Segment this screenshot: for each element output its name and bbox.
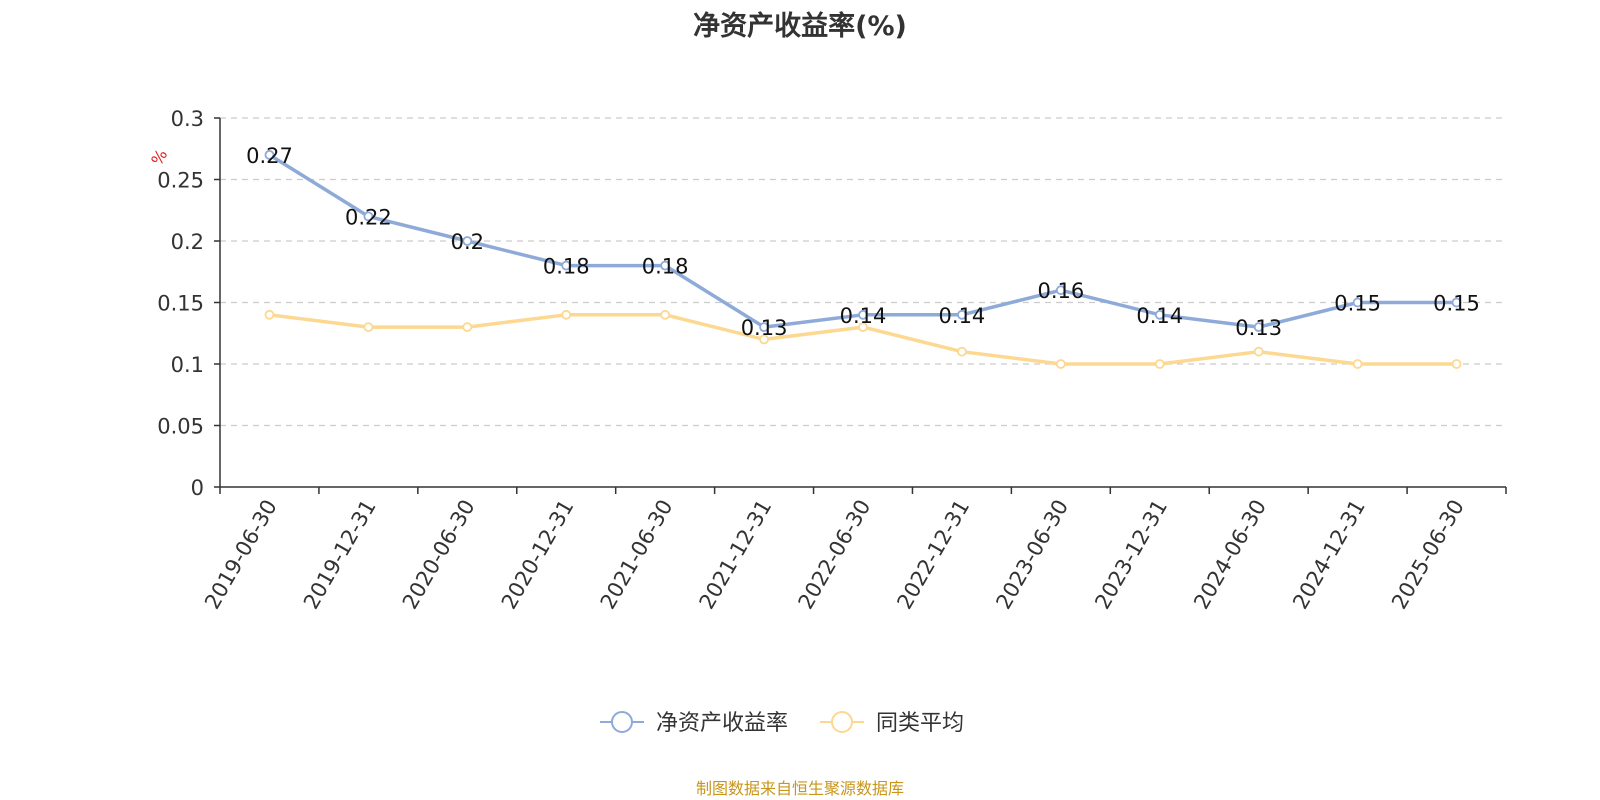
data-label: 0.18 <box>642 255 689 279</box>
x-tick-label: 2023-06-30 <box>991 496 1073 614</box>
legend: 净资产收益率 同类平均 <box>600 711 964 736</box>
y-tick-label: 0.1 <box>171 353 204 377</box>
data-point <box>1451 297 1462 308</box>
legend-label: 净资产收益率 <box>656 711 788 736</box>
y-tick-label: 0 <box>191 476 204 500</box>
data-point <box>1253 322 1264 333</box>
x-tick-label: 2024-12-31 <box>1288 496 1370 614</box>
legend-marker-icon <box>611 711 633 733</box>
data-label: 0.14 <box>939 304 986 328</box>
source-note: 制图数据来自恒生聚源数据库 <box>695 779 904 798</box>
series <box>264 149 1462 369</box>
data-point <box>759 322 769 333</box>
x-tick-label: 2019-06-30 <box>200 496 282 614</box>
data-point <box>957 309 967 320</box>
data-point <box>660 260 671 271</box>
data-point <box>561 260 572 271</box>
x-tick-label: 2025-06-30 <box>1387 496 1469 614</box>
data-label: 0.22 <box>345 205 392 229</box>
x-tick-label: 2019-12-31 <box>299 496 381 614</box>
data-point <box>858 309 868 320</box>
data-point <box>1154 309 1165 320</box>
x-tick-label: 2024-06-30 <box>1189 496 1271 614</box>
data-point <box>1451 359 1462 369</box>
y-tick-label: 0.2 <box>171 230 204 254</box>
y-tick-label: 0.25 <box>157 169 204 193</box>
legend-label: 同类平均 <box>876 711 964 736</box>
data-point <box>264 309 275 320</box>
data-point <box>264 149 275 160</box>
data-point <box>462 322 473 333</box>
data-label: 0.14 <box>840 304 887 328</box>
legend-marker-icon <box>831 711 853 733</box>
axes: 0 0.05 0.1 0.15 0.2 0.25 0.3% 2019-06-30 2019-12… <box>147 107 1507 614</box>
data-point <box>462 236 473 246</box>
data-point <box>858 322 868 333</box>
y-tick-label: 0.05 <box>157 415 204 439</box>
data-point <box>957 346 967 357</box>
data-label: 0.13 <box>741 316 788 340</box>
x-tick-label: 2020-12-31 <box>497 496 579 614</box>
data-label: 0.2 <box>451 230 484 254</box>
data-point <box>1352 297 1363 308</box>
data-label: 0.27 <box>246 144 293 168</box>
data-label: 0.15 <box>1334 292 1381 316</box>
x-tick-label: 2022-06-30 <box>794 496 876 614</box>
y-tick-label: 0.3 <box>171 107 204 131</box>
data-label: 0.15 <box>1433 292 1480 316</box>
chart-title: 净资产收益率(%) <box>693 11 907 42</box>
data-point <box>1055 359 1066 369</box>
grid-lines <box>220 117 1506 427</box>
y-axis-unit: % <box>147 146 171 169</box>
data-point <box>363 322 374 333</box>
data-point <box>1352 359 1363 369</box>
x-tick-label: 2021-12-31 <box>695 496 777 614</box>
x-tick-label: 2022-12-31 <box>892 496 974 614</box>
data-point <box>660 309 671 320</box>
data-point <box>1253 346 1264 357</box>
data-label: 0.16 <box>1037 279 1084 303</box>
data-label: 0.18 <box>543 255 590 279</box>
x-tick-label: 2023-12-31 <box>1090 496 1172 614</box>
data-label: 0.13 <box>1235 316 1282 340</box>
data-point <box>561 309 572 320</box>
data-label: 0.14 <box>1136 304 1183 328</box>
data-point <box>1055 285 1066 296</box>
data-point <box>759 334 769 345</box>
x-tick-label: 2021-06-30 <box>596 496 678 614</box>
data-labels: 0.27 0.22 0.2 0.18 0.18 0.13 0.14 0.14 0.16 0.14 0… <box>246 144 1480 340</box>
data-point <box>1154 359 1165 369</box>
y-tick-label: 0.15 <box>157 292 204 316</box>
data-point <box>363 211 374 222</box>
x-tick-label: 2020-06-30 <box>398 496 480 614</box>
